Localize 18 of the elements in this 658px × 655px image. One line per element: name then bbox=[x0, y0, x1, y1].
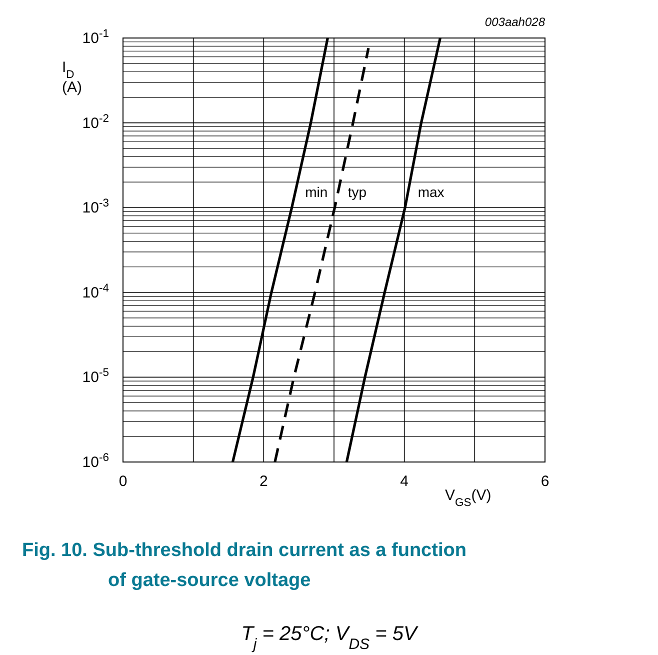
y-tick-label: 10$^{-1}$ bbox=[82, 28, 109, 47]
series-label: typ bbox=[348, 184, 367, 200]
series-label: max bbox=[418, 184, 444, 200]
text: T$_{j}$ = 25°C; V$_{DS}$ = 5V bbox=[241, 623, 418, 652]
y-axis-title: I$_{D}$ (A) bbox=[62, 59, 82, 96]
y-tick-label: 10$^{-6}$ bbox=[82, 452, 109, 471]
x-tick-label: 0 bbox=[118, 473, 128, 490]
series-label: min bbox=[305, 184, 328, 200]
y-tick-label: 10$^{-3}$ bbox=[82, 198, 109, 217]
y-tick-label: 10$^{-2}$ bbox=[82, 112, 109, 132]
text: 003aah028 bbox=[484, 15, 546, 29]
y-tick-label: 10$^{-5}$ bbox=[82, 367, 109, 386]
y-tick-label: 10$^{-4}$ bbox=[82, 282, 109, 302]
x-axis-title: V$_{GS}$(V) bbox=[445, 487, 492, 509]
text: Fig. 10. Sub-threshold drain current as a function of gate-source voltage bbox=[22, 540, 466, 591]
x-tick-label: 2 bbox=[259, 473, 268, 490]
x-tick-label: 6 bbox=[540, 473, 550, 490]
x-tick-label: 4 bbox=[400, 473, 409, 490]
